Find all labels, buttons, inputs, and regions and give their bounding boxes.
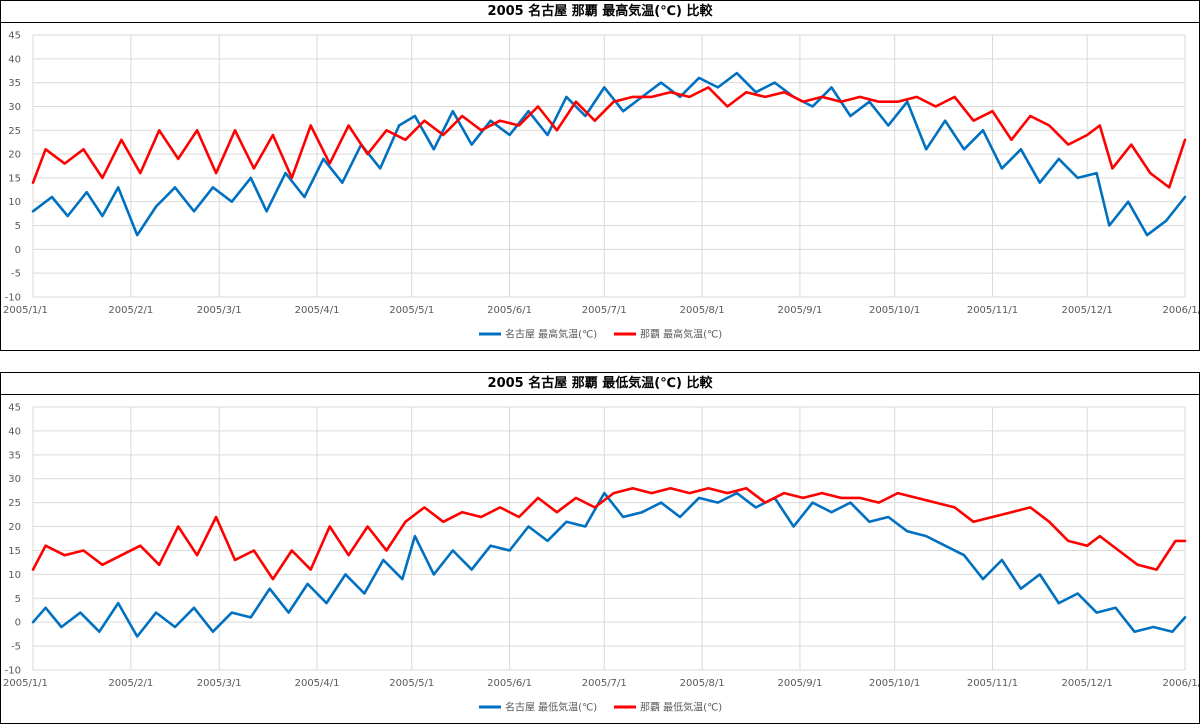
y-tick-label: 45 <box>8 403 21 414</box>
x-tick-label: 2005/2/1 <box>108 305 153 316</box>
x-tick-label: 2005/8/1 <box>680 305 725 316</box>
legend-label: 名古屋 最高気温(℃) <box>505 328 597 341</box>
y-tick-label: 30 <box>8 102 21 113</box>
x-tick-label: 2005/6/1 <box>487 678 532 689</box>
x-tick-label: 2005/3/1 <box>197 305 242 316</box>
y-tick-label: 35 <box>8 450 21 461</box>
y-tick-label: 20 <box>8 522 21 533</box>
series-line-1 <box>31 487 1187 581</box>
y-tick-label: -5 <box>11 269 21 280</box>
x-tick-label: 2005/12/1 <box>1062 305 1113 316</box>
y-tick-label: 5 <box>15 221 21 232</box>
max-temp-chart-panel: 2005 名古屋 那覇 最高気温(℃) 比較 45 40 35 30 25 20 15 10 5… <box>0 0 1200 351</box>
y-tick-label: 20 <box>8 150 21 161</box>
y-tick-label: 15 <box>8 546 21 557</box>
y-tick-label: 30 <box>8 474 21 485</box>
series-line-0 <box>31 491 1187 638</box>
min-temp-chart-panel: 2005 名古屋 那覇 最低気温(℃) 比較 45 40 35 30 25 20 15 10 5… <box>0 372 1200 724</box>
x-tick-label: 2005/10/1 <box>869 678 920 689</box>
y-tick-label: -10 <box>5 666 21 677</box>
x-tick-label: 2005/1/1 <box>3 305 48 316</box>
x-tick-label: 2005/5/1 <box>389 678 434 689</box>
legend-label: 名古屋 最低気温(℃) <box>505 701 597 714</box>
y-tick-label: 10 <box>8 570 21 581</box>
y-tick-label: 40 <box>8 54 21 65</box>
y-tick-label: 45 <box>8 31 21 42</box>
series-line-0 <box>31 71 1187 237</box>
y-tick-label: 0 <box>15 618 21 629</box>
legend-label: 那覇 最高気温(℃) <box>640 328 722 341</box>
x-tick-label: 2005/8/1 <box>680 678 725 689</box>
legend-label: 那覇 最低気温(℃) <box>640 701 722 714</box>
x-tick-label: 2005/5/1 <box>389 305 434 316</box>
y-tick-label: 25 <box>8 126 21 137</box>
y-tick-label: 15 <box>8 173 21 184</box>
x-tick-label: 2005/11/1 <box>967 678 1018 689</box>
x-tick-label: 2005/2/1 <box>108 678 153 689</box>
x-tick-label: 2005/7/1 <box>582 305 627 316</box>
y-tick-label: 5 <box>15 594 21 605</box>
y-tick-label: 40 <box>8 426 21 437</box>
y-tick-label: 0 <box>15 245 21 256</box>
y-tick-label: -10 <box>5 293 21 304</box>
x-tick-label: 2005/4/1 <box>295 678 340 689</box>
x-tick-label: 2006/1/1 <box>1163 305 1199 316</box>
x-tick-label: 2005/6/1 <box>487 305 532 316</box>
series-line-1 <box>31 86 1187 189</box>
x-tick-label: 2005/7/1 <box>582 678 627 689</box>
x-tick-label: 2005/9/1 <box>777 678 822 689</box>
x-tick-label: 2005/10/1 <box>869 305 920 316</box>
x-tick-label: 2005/1/1 <box>3 678 48 689</box>
x-tick-label: 2005/4/1 <box>295 305 340 316</box>
y-tick-label: 10 <box>8 197 21 208</box>
y-tick-label: 35 <box>8 78 21 89</box>
x-tick-label: 2006/1/1 <box>1163 678 1199 689</box>
y-tick-label: -5 <box>11 642 21 653</box>
x-tick-label: 2005/12/1 <box>1062 678 1113 689</box>
y-tick-label: 25 <box>8 498 21 509</box>
chart-title: 2005 名古屋 那覇 最高気温(℃) 比較 <box>1 1 1199 23</box>
x-tick-label: 2005/9/1 <box>777 305 822 316</box>
x-tick-label: 2005/3/1 <box>197 678 242 689</box>
x-tick-label: 2005/11/1 <box>967 305 1018 316</box>
chart-title: 2005 名古屋 那覇 最低気温(℃) 比較 <box>1 373 1199 395</box>
